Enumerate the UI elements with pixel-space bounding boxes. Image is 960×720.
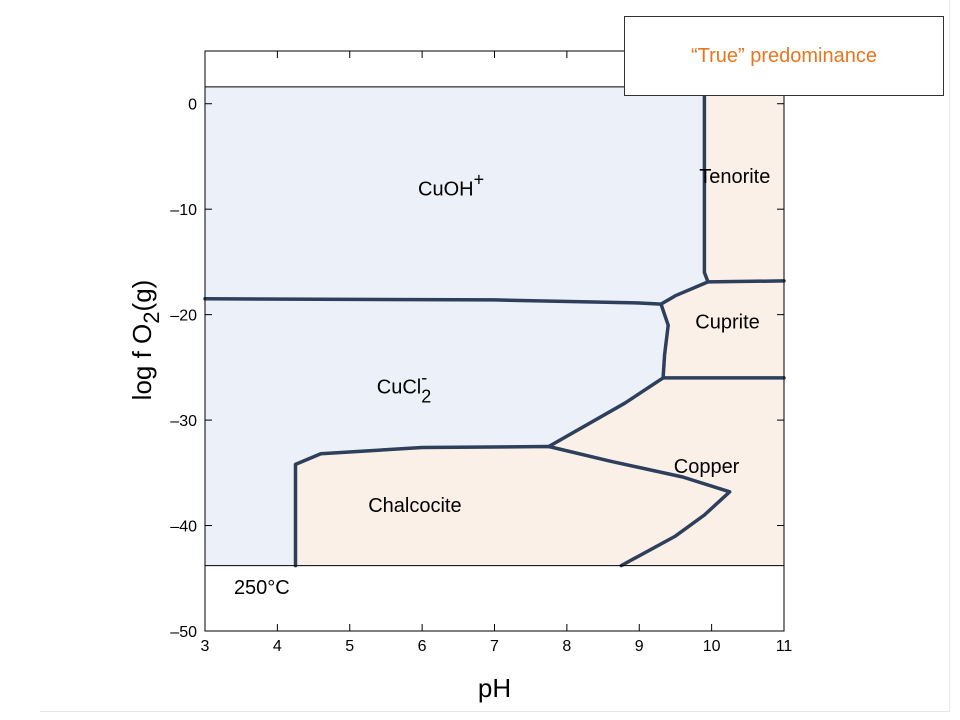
y-axis-label-sub: 2 bbox=[139, 311, 164, 323]
x-tick-label: 8 bbox=[562, 638, 571, 655]
y-tick-label: 0 bbox=[188, 97, 197, 114]
phase-boundary-2 bbox=[702, 85, 710, 284]
y-tick-label: –20 bbox=[170, 308, 197, 325]
x-tick-label: 11 bbox=[776, 638, 793, 655]
true-predominance-callout: “True” predominance bbox=[624, 16, 944, 96]
region-label-cuprite: Cuprite bbox=[695, 311, 759, 333]
callout-text: “True” predominance bbox=[690, 44, 877, 67]
phase-boundary-3 bbox=[659, 302, 786, 380]
x-tick-label: 4 bbox=[273, 638, 282, 655]
region-label-cuoh-: CuOH+ bbox=[418, 169, 484, 200]
region-labels-layer: CuOH+ CuCl-2 Tenorite Cuprite Copper Chalcoci… bbox=[368, 166, 770, 517]
regions-layer bbox=[205, 86, 784, 566]
x-tick-label: 7 bbox=[490, 638, 499, 655]
x-tick-label: 9 bbox=[635, 638, 644, 655]
y-tick-label: –30 bbox=[170, 413, 197, 430]
region-tenorite bbox=[704, 86, 784, 282]
x-axis-label: pH bbox=[478, 673, 511, 703]
y-tick-label: –40 bbox=[170, 519, 197, 536]
region-label-chalcocite: Chalcocite bbox=[368, 495, 461, 517]
y-axis-label-main: log f O bbox=[127, 324, 157, 401]
slide-frame bbox=[40, 0, 950, 712]
region-chalcocite bbox=[295, 446, 730, 566]
temperature-label: 250°C bbox=[234, 577, 290, 599]
phase-boundary-5 bbox=[293, 444, 732, 568]
y-tick-label: –50 bbox=[170, 624, 197, 641]
y-tick-label: –10 bbox=[170, 202, 197, 219]
region-label-copper: Copper bbox=[674, 456, 740, 478]
x-tick-label: 3 bbox=[201, 638, 210, 655]
y-axis-label: log f O2(g) bbox=[127, 280, 164, 401]
boundaries-layer bbox=[203, 85, 786, 568]
x-tick-label: 6 bbox=[418, 638, 427, 655]
x-tick-label: 5 bbox=[345, 638, 354, 655]
region-label-cucl2-: CuCl-2 bbox=[377, 368, 431, 407]
region-cuprite bbox=[661, 280, 784, 378]
region-cuoh- bbox=[205, 86, 708, 305]
y-axis-label-tail: (g) bbox=[127, 280, 157, 312]
region-cucl2- bbox=[205, 298, 669, 566]
ticks-layer: 3 4 5 6 7 8 9 10 11 0 –10 –20 –30 –40 –50 bbox=[170, 51, 792, 655]
region-label-tenorite: Tenorite bbox=[699, 166, 770, 188]
x-tick-label: 10 bbox=[703, 638, 721, 655]
phase-boundary-4 bbox=[547, 376, 665, 449]
